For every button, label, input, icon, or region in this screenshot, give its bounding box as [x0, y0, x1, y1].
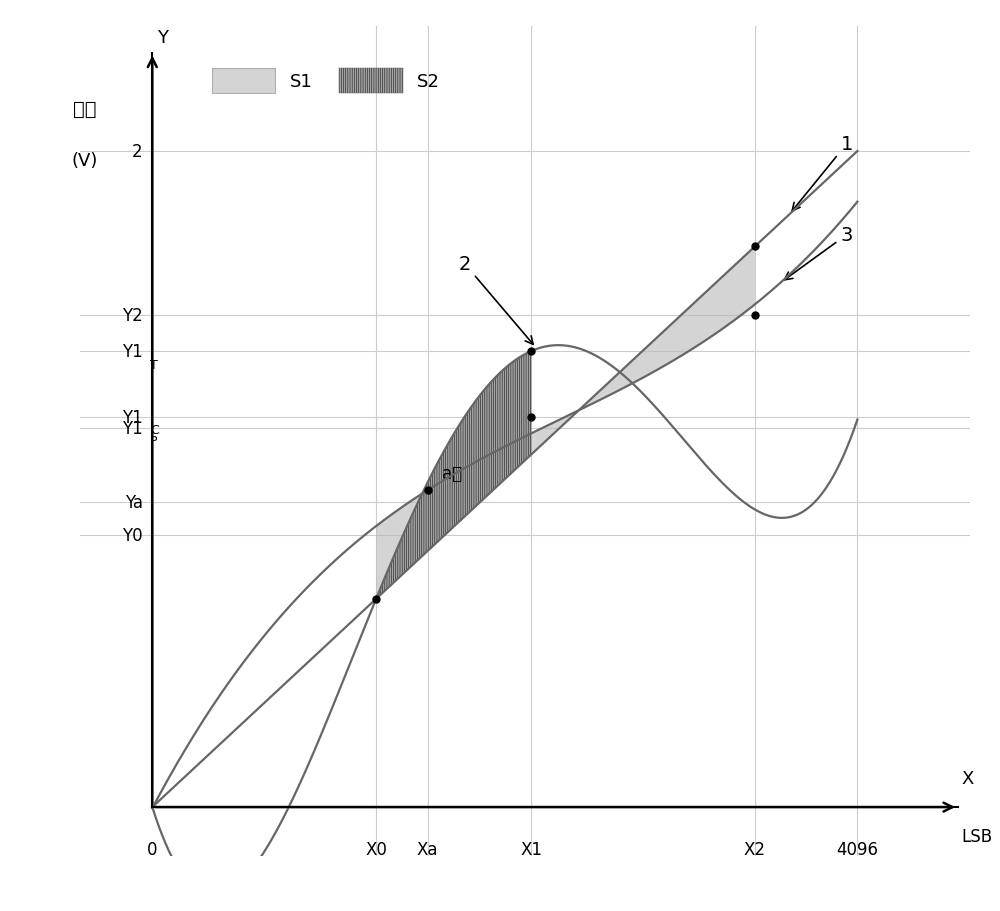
Text: LSB: LSB: [961, 827, 993, 844]
Text: 3: 3: [784, 226, 853, 281]
Text: Y2: Y2: [122, 307, 143, 324]
Text: Y0: Y0: [122, 527, 143, 544]
Text: X0: X0: [365, 840, 387, 858]
Text: 2: 2: [458, 255, 533, 345]
Text: C: C: [150, 424, 159, 436]
Text: 电压: 电压: [73, 99, 97, 118]
Text: Xa: Xa: [417, 840, 438, 858]
Text: X1: X1: [520, 840, 542, 858]
Text: Y1: Y1: [122, 408, 143, 426]
Text: a点: a点: [442, 465, 462, 482]
Text: 1: 1: [792, 135, 853, 211]
Legend: S1, S2: S1, S2: [205, 61, 447, 101]
Text: Y: Y: [157, 29, 168, 47]
Text: 2: 2: [132, 143, 143, 161]
Text: T: T: [150, 358, 158, 372]
Text: Y1: Y1: [122, 419, 143, 437]
Text: X2: X2: [744, 840, 766, 858]
Text: Ya: Ya: [125, 494, 143, 511]
Text: Y1: Y1: [122, 343, 143, 361]
Text: P: P: [150, 435, 158, 448]
Text: 0: 0: [147, 840, 158, 858]
Text: 4096: 4096: [836, 840, 878, 858]
Text: (V): (V): [72, 152, 98, 169]
Text: X: X: [961, 770, 974, 787]
